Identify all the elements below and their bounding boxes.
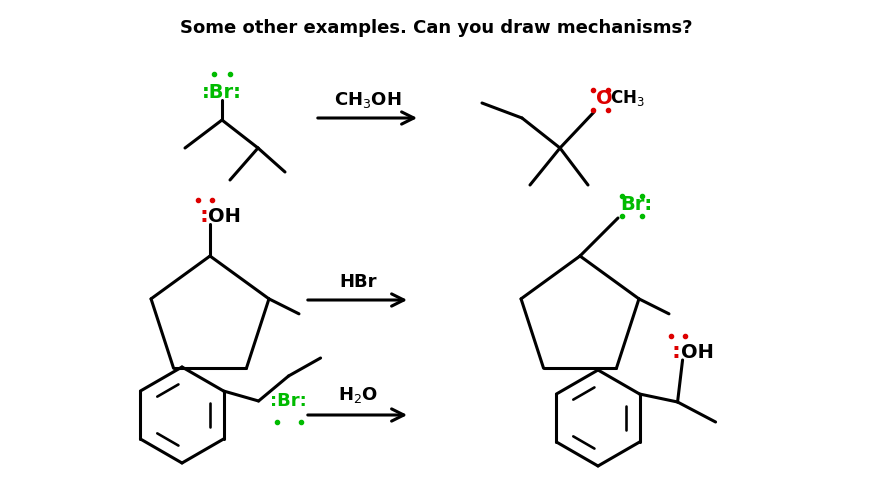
Text: H$_2$O: H$_2$O	[338, 385, 378, 405]
Text: :Br:: :Br:	[270, 392, 307, 410]
Text: OH: OH	[208, 206, 241, 225]
Text: CH$_3$: CH$_3$	[610, 88, 644, 108]
Text: Some other examples. Can you draw mechanisms?: Some other examples. Can you draw mechan…	[180, 19, 692, 37]
Text: :: :	[199, 206, 208, 226]
Text: CH$_3$OH: CH$_3$OH	[334, 90, 402, 110]
Text: :Br:: :Br:	[202, 82, 242, 101]
Text: OH: OH	[680, 343, 713, 362]
Text: Br:: Br:	[620, 195, 652, 214]
Text: O: O	[596, 89, 613, 108]
Text: HBr: HBr	[339, 273, 377, 291]
Text: :: :	[671, 342, 680, 362]
